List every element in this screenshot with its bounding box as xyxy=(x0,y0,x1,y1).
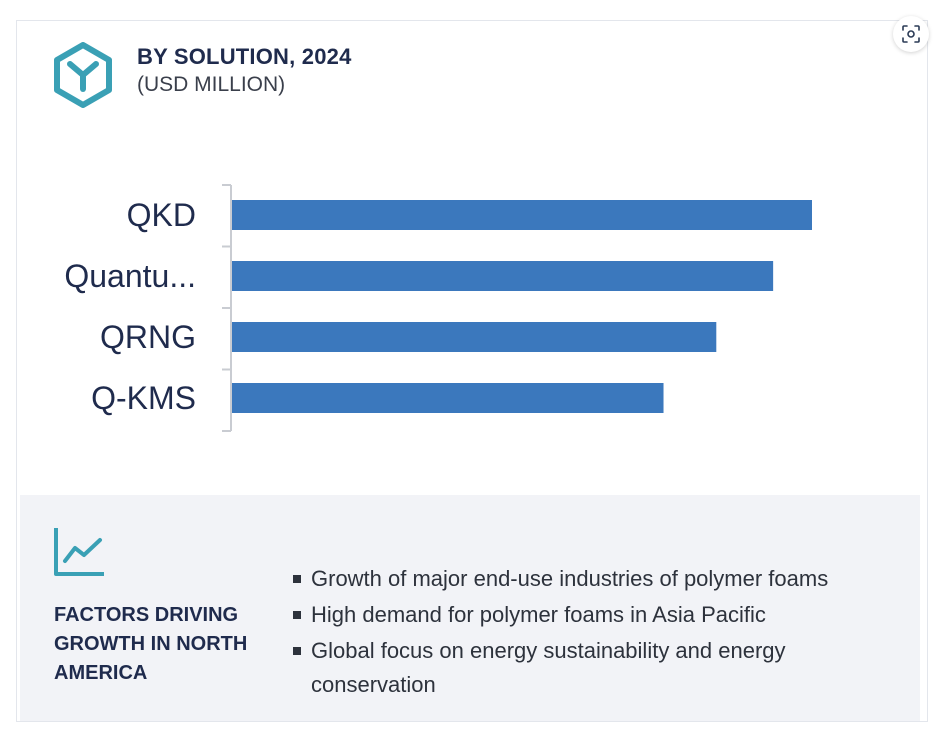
bar xyxy=(232,322,717,352)
category-label: QRNG xyxy=(100,319,196,355)
category-label: Q-KMS xyxy=(91,380,196,416)
factors-list: Growth of major end-use industries of po… xyxy=(291,562,916,704)
screenshot-scan-button[interactable] xyxy=(893,16,929,52)
factor-item: Global focus on energy sustainability an… xyxy=(291,634,916,702)
bullet-icon xyxy=(293,575,301,583)
chart-title: BY SOLUTION, 2024 xyxy=(137,44,352,69)
factor-text: Global focus on energy sustainability an… xyxy=(311,638,786,697)
factor-item: High demand for polymer foams in Asia Pa… xyxy=(291,598,916,632)
line-chart-icon xyxy=(54,528,104,576)
bar xyxy=(232,383,664,413)
chart-subtitle: (USD MILLION) xyxy=(137,73,286,96)
category-label: QKD xyxy=(127,197,196,233)
bar-chart: QKD Quantu... QRNG Q-KMS xyxy=(64,184,812,432)
bullet-icon xyxy=(293,611,301,619)
factors-title: FACTORS DRIVING GROWTH IN NORTH AMERICA xyxy=(54,604,248,684)
bar xyxy=(232,200,812,230)
hexagon-y-logo-icon xyxy=(54,42,112,108)
bullet-icon xyxy=(293,647,301,655)
screenshot-scan-icon xyxy=(902,25,920,43)
factors-panel xyxy=(20,495,920,721)
bar xyxy=(232,261,774,291)
category-label: Quantu... xyxy=(64,258,196,294)
factor-item: Growth of major end-use industries of po… xyxy=(291,562,916,596)
factor-text: High demand for polymer foams in Asia Pa… xyxy=(311,602,766,627)
factor-text: Growth of major end-use industries of po… xyxy=(311,566,829,591)
